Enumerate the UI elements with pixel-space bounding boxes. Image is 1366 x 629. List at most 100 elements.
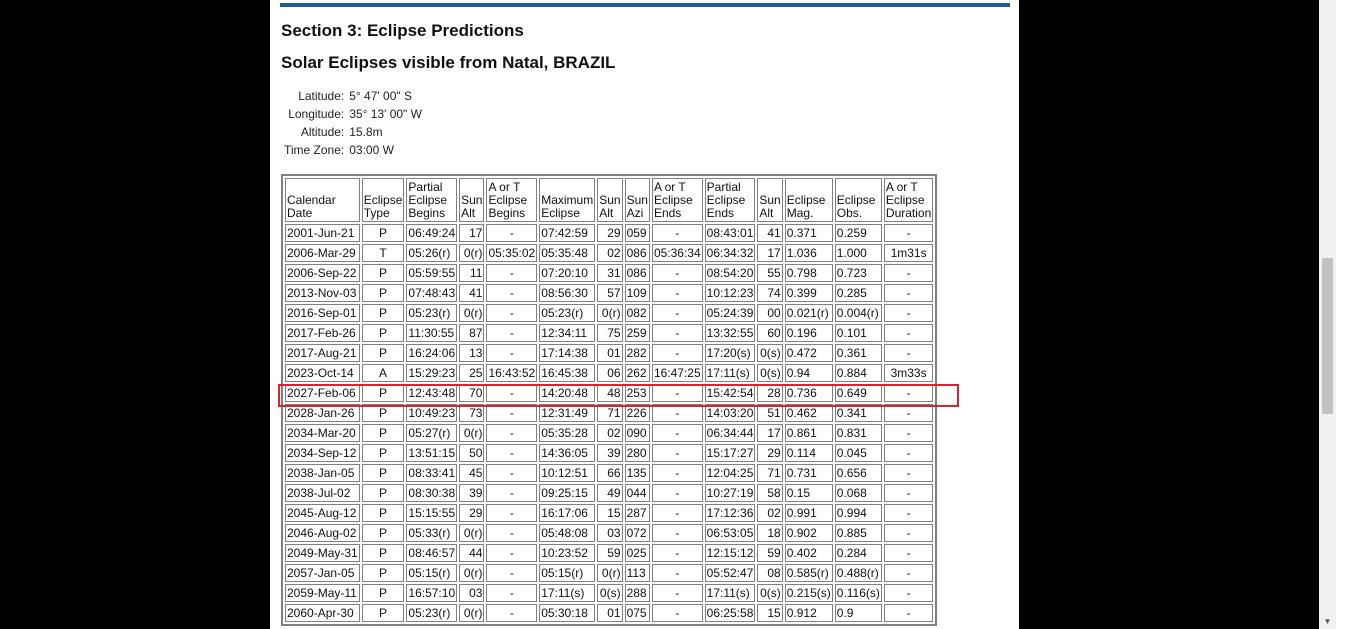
table-cell: 0.798 — [784, 264, 833, 282]
column-header-line: Alt — [599, 206, 614, 220]
table-cell: 0(s) — [757, 584, 783, 602]
table-cell: - — [883, 284, 934, 302]
table-cell: - — [486, 544, 538, 562]
table-cell: 70 — [459, 384, 485, 402]
table-row: 2023-Oct-14 A 15:29:23 25 16:43:52 16:45:38 06… — [285, 364, 934, 382]
column-header-line: A or T — [885, 180, 918, 194]
table-cell: 282 — [624, 344, 650, 362]
table-cell: 17:12:36 — [704, 504, 756, 522]
table-cell: 18 — [757, 524, 783, 542]
table-cell: 0.361 — [834, 344, 882, 362]
table-cell: 13 — [459, 344, 485, 362]
column-header-line: Alt — [759, 206, 774, 220]
table-cell: 41 — [757, 224, 783, 242]
table-cell: 135 — [624, 464, 650, 482]
table-cell: - — [651, 344, 703, 362]
table-cell: - — [486, 464, 538, 482]
table-cell: 2059-May-11 — [285, 584, 360, 602]
table-cell: - — [651, 604, 703, 622]
table-cell: A — [361, 364, 405, 382]
table-cell: P — [361, 524, 405, 542]
table-cell: 2017-Feb-26 — [285, 324, 360, 342]
table-cell: 17:11(s) — [539, 584, 596, 602]
table-cell: - — [883, 304, 934, 322]
column-header-line: A or T — [488, 180, 521, 194]
table-cell: - — [651, 264, 703, 282]
table-cell: - — [651, 324, 703, 342]
column-header-line: Begins — [488, 206, 526, 220]
table-cell: 0(r) — [597, 304, 623, 322]
table-cell: 1.036 — [784, 244, 833, 262]
table-cell: - — [651, 524, 703, 542]
table-cell: - — [651, 284, 703, 302]
location-row: Longitude: 35° 13' 00" W — [282, 105, 424, 123]
column-header-line: Eclipse — [885, 193, 925, 207]
table-cell: - — [486, 344, 538, 362]
table-cell: - — [651, 444, 703, 462]
scrollbar[interactable]: ▼ — [1319, 0, 1336, 629]
table-row: 2001-Jun-21 P 06:49:24 17-07:42:59 29 059-08:… — [285, 224, 934, 242]
column-header-line: Obs. — [836, 206, 863, 220]
table-cell: 10:27:19 — [704, 484, 756, 502]
column-header: Sun Alt — [597, 178, 623, 222]
table-cell: 0(r) — [597, 564, 623, 582]
table-cell: - — [486, 504, 538, 522]
table-cell: 02 — [597, 424, 623, 442]
table-cell: 0.488(r) — [834, 564, 882, 582]
page-subtitle: Solar Eclipses visible from Natal, BRAZI… — [281, 53, 616, 72]
table-cell: 08:56:30 — [539, 284, 596, 302]
column-header-line: Date — [287, 206, 313, 220]
table-cell: 16:45:38 — [539, 364, 596, 382]
table-cell: - — [486, 284, 538, 302]
table-cell: 29 — [597, 224, 623, 242]
table-cell: 0(s) — [597, 584, 623, 602]
table-cell: 0.9 — [834, 604, 882, 622]
table-cell: 02 — [597, 244, 623, 262]
table-cell: 06 — [597, 364, 623, 382]
table-cell: 01 — [597, 344, 623, 362]
table-row: 2016-Sep-01 P 05:23(r) 0(r) -05:23(r) 0(r) 082… — [285, 304, 934, 322]
table-cell: 45 — [459, 464, 485, 482]
table-cell: 1m31s — [883, 244, 934, 262]
table-cell: 10:12:51 — [539, 464, 596, 482]
table-cell: 06:34:32 — [704, 244, 756, 262]
table-cell: 0(r) — [459, 424, 485, 442]
table-cell: 05:15(r) — [406, 564, 458, 582]
table-cell: 14:36:05 — [539, 444, 596, 462]
table-cell: 39 — [597, 444, 623, 462]
table-cell: 51 — [757, 404, 783, 422]
table-cell: 0.94 — [784, 364, 833, 382]
table-cell: 3m33s — [883, 364, 934, 382]
table-cell: 31 — [597, 264, 623, 282]
table-row: 2045-Aug-12 P 15:15:55 29-16:17:06 15 287-17:… — [285, 504, 934, 522]
table-cell: 072 — [624, 524, 650, 542]
column-header-line: Sun — [461, 193, 483, 207]
table-cell: - — [883, 344, 934, 362]
scrollbar-thumb[interactable] — [1322, 258, 1333, 414]
table-cell: 2034-Sep-12 — [285, 444, 360, 462]
table-row: 2017-Feb-26 P 11:30:55 87-12:34:11 75 259-13:… — [285, 324, 934, 342]
table-cell: 0.884 — [834, 364, 882, 382]
section-title: Section 3: Eclipse Predictions — [281, 21, 524, 40]
table-cell: - — [883, 424, 934, 442]
table-cell: 0.656 — [834, 464, 882, 482]
table-cell: 0.114 — [784, 444, 833, 462]
table-cell: 41 — [459, 284, 485, 302]
column-header-line: Sun — [626, 193, 648, 207]
table-cell: 05:35:28 — [539, 424, 596, 442]
column-header-line: Ends — [653, 206, 682, 220]
table-cell: 0.723 — [834, 264, 882, 282]
scroll-down-arrow-icon[interactable]: ▼ — [1323, 617, 1332, 626]
table-cell: 0.736 — [784, 384, 833, 402]
table-cell: - — [651, 584, 703, 602]
table-cell: 17:20(s) — [704, 344, 756, 362]
table-cell: 0(s) — [757, 364, 783, 382]
table-cell: 09:25:15 — [539, 484, 596, 502]
table-cell: 086 — [624, 264, 650, 282]
table-cell: - — [486, 444, 538, 462]
table-cell: 17 — [757, 424, 783, 442]
table-cell: 280 — [624, 444, 650, 462]
table-cell: 03 — [597, 524, 623, 542]
table-cell: 05:24:39 — [704, 304, 756, 322]
location-label: Altitude: — [300, 125, 345, 139]
